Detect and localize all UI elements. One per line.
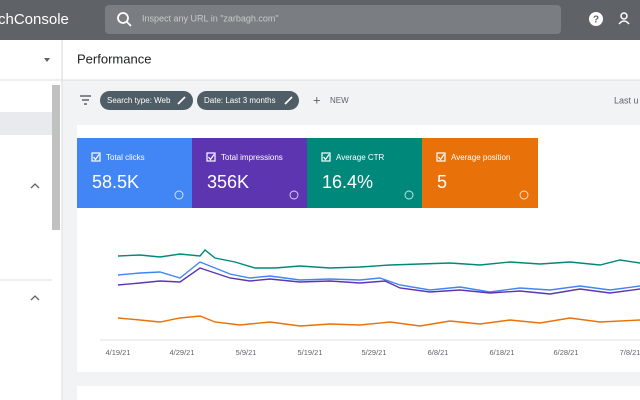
filter-chip-label: Date: Last 3 months (204, 96, 276, 105)
metric-value: 58.5K (92, 172, 139, 192)
metric-tile[interactable] (192, 138, 307, 208)
info-icon (519, 190, 529, 200)
x-tick-label: 5/9/21 (236, 348, 257, 357)
help-icon: ? (593, 15, 599, 26)
metric-tile[interactable] (422, 138, 538, 208)
checkmark (93, 154, 100, 161)
checkmark (323, 154, 330, 161)
checkbox (206, 152, 216, 162)
add-icon[interactable]: + (313, 92, 321, 107)
filter-icon[interactable] (80, 95, 91, 105)
search-icon (126, 21, 132, 27)
info-icon (174, 190, 184, 200)
app-title: chConsole (0, 11, 69, 28)
next-card (77, 386, 640, 400)
filter-chip[interactable] (197, 91, 299, 110)
help-button[interactable] (589, 12, 603, 26)
new-button[interactable]: NEW (330, 96, 349, 105)
info-icon (289, 190, 299, 200)
page-header (63, 40, 640, 80)
collapse-chevron[interactable] (30, 183, 40, 189)
metric-label: Total clicks (106, 153, 145, 162)
sidebar (0, 40, 62, 400)
x-tick-label: 6/28/21 (553, 348, 578, 357)
x-tick-label: 4/19/21 (105, 348, 130, 357)
account-icon (618, 20, 630, 25)
search-icon (117, 12, 129, 24)
filter-chip[interactable] (100, 91, 193, 110)
x-tick-label: 6/8/21 (428, 348, 449, 357)
metric-value: 16.4% (322, 172, 373, 192)
edit-icon (177, 96, 186, 105)
impressions-line (117, 267, 640, 295)
last-updated: Last u (614, 95, 639, 105)
search-box[interactable] (105, 5, 561, 34)
search-placeholder: Inspect any URL in "zarbagh.com" (142, 13, 279, 23)
x-tick-label: 6/18/21 (489, 348, 514, 357)
checkbox (91, 152, 101, 162)
metric-label: Average position (451, 153, 510, 162)
edit-icon (284, 96, 293, 105)
property-dropdown[interactable] (44, 58, 50, 62)
collapse-chevron[interactable] (30, 295, 40, 301)
metric-value: 5 (437, 172, 447, 192)
x-tick-label: 7/8/21 (620, 348, 640, 357)
checkbox (321, 152, 331, 162)
x-tick-label: 5/29/21 (361, 348, 386, 357)
metric-label: Total impressions (221, 153, 283, 162)
account-icon[interactable] (620, 12, 628, 20)
metric-label: Average CTR (336, 153, 385, 162)
scrollbar (52, 85, 60, 230)
checkmark (208, 154, 215, 161)
info-icon (404, 190, 414, 200)
checkbox (436, 152, 446, 162)
selected-nav-item[interactable] (0, 112, 52, 135)
checkmark (438, 154, 445, 161)
clicks-line (117, 261, 640, 293)
clicks-ctr-line (117, 249, 640, 269)
metric-tile[interactable] (307, 138, 422, 208)
page-title: Performance (77, 51, 151, 66)
filter-chip-label: Search type: Web (107, 96, 171, 105)
metric-tile[interactable] (77, 138, 192, 208)
x-tick-label: 5/19/21 (297, 348, 322, 357)
x-tick-label: 4/29/21 (169, 348, 194, 357)
metric-value: 356K (207, 172, 249, 192)
position-line (117, 315, 640, 327)
